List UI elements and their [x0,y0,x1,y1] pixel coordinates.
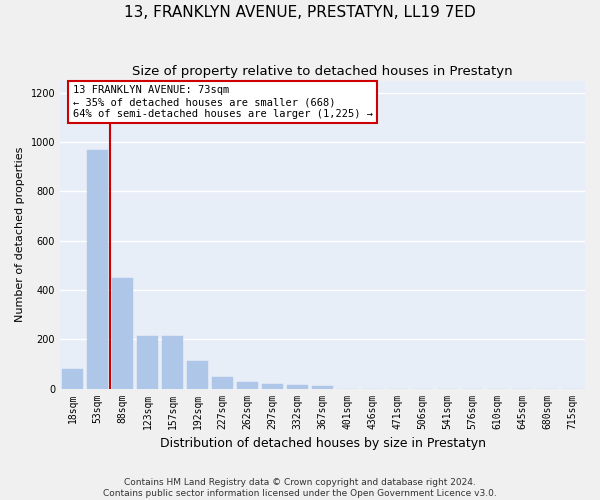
Y-axis label: Number of detached properties: Number of detached properties [15,147,25,322]
Bar [312,386,333,388]
Bar [87,150,108,388]
Bar [62,369,83,388]
Bar [112,278,133,388]
Bar [212,376,233,388]
Bar [137,336,158,388]
Text: 13 FRANKLYN AVENUE: 73sqm
← 35% of detached houses are smaller (668)
64% of semi: 13 FRANKLYN AVENUE: 73sqm ← 35% of detac… [73,86,373,118]
Bar [162,336,183,388]
Title: Size of property relative to detached houses in Prestatyn: Size of property relative to detached ho… [132,65,513,78]
Text: 13, FRANKLYN AVENUE, PRESTATYN, LL19 7ED: 13, FRANKLYN AVENUE, PRESTATYN, LL19 7ED [124,5,476,20]
Bar [237,382,258,388]
Bar [187,362,208,388]
X-axis label: Distribution of detached houses by size in Prestatyn: Distribution of detached houses by size … [160,437,485,450]
Bar [262,384,283,388]
Bar [287,385,308,388]
Text: Contains HM Land Registry data © Crown copyright and database right 2024.
Contai: Contains HM Land Registry data © Crown c… [103,478,497,498]
